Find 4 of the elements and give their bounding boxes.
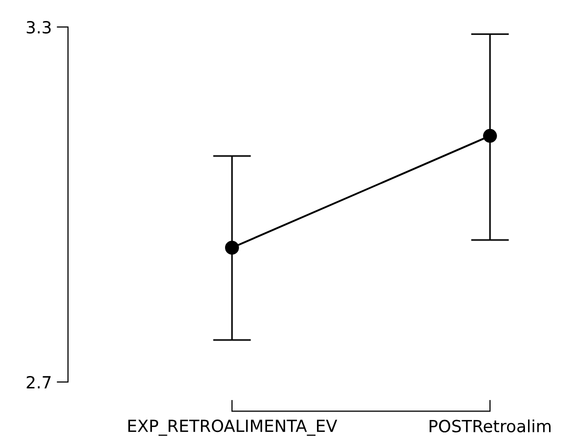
x-tick-label: POSTRetroalim: [430, 420, 551, 432]
x-tick-label: EXP_RETROALIMENTA_EV: [128, 420, 338, 436]
y-tick-label: 3.3: [26, 20, 51, 34]
y-tick-label: 2.7: [26, 376, 51, 388]
